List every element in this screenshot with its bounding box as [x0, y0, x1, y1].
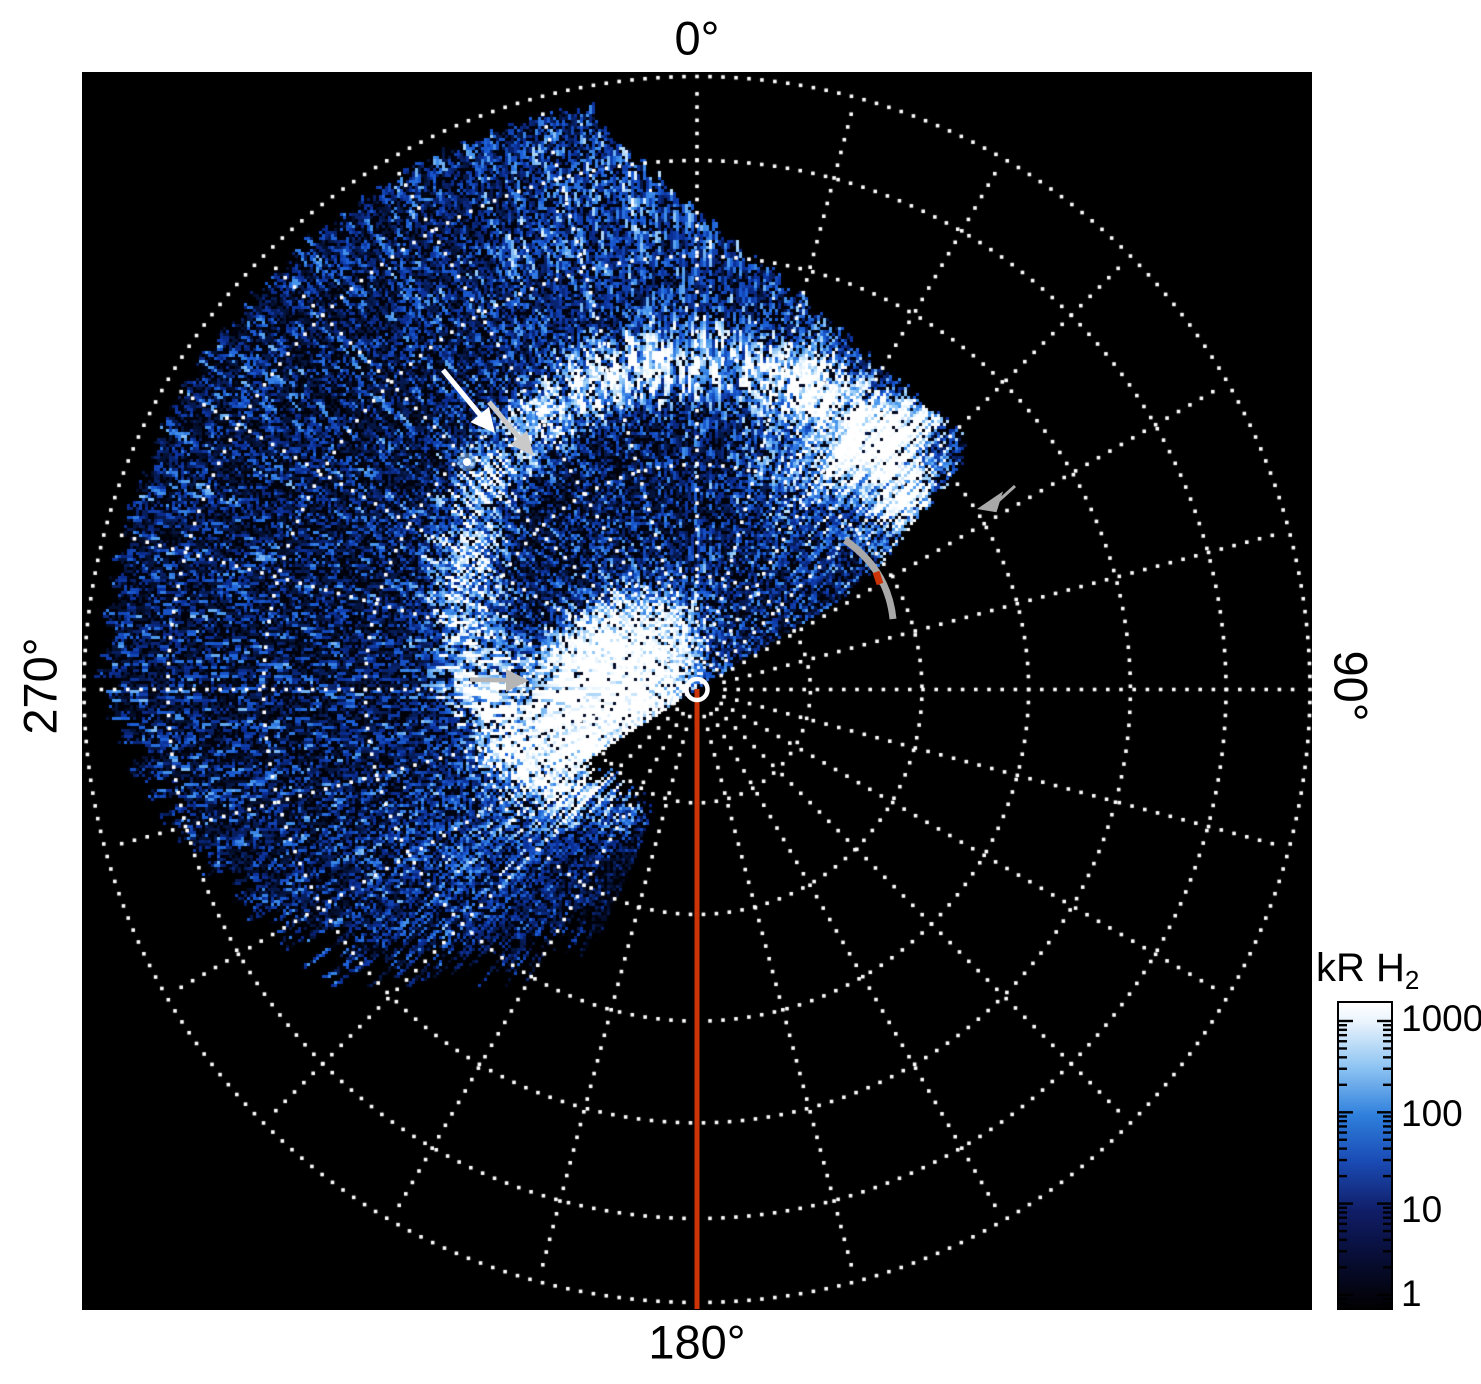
- pole-marker-ring: [684, 676, 710, 703]
- angle-label-270: 270°: [13, 637, 67, 735]
- colorbar-title-subscript: 2: [1404, 965, 1420, 995]
- white-arrow-icon: [441, 368, 495, 433]
- colorbar-title: kR H2: [1316, 946, 1419, 996]
- isolated-spot: [458, 453, 476, 471]
- annotation-layer: [441, 368, 1017, 1309]
- gray-arrow-left-icon: [977, 484, 1017, 513]
- angle-label-180: 180°: [648, 1315, 746, 1369]
- colorbar-tick-1000: 1000: [1401, 998, 1481, 1039]
- red-tick-icon: [872, 570, 884, 586]
- colorbar-tick-100: 100: [1401, 1093, 1463, 1134]
- colorbar-tick-10: 10: [1401, 1189, 1443, 1230]
- gray-arrow-icon: [487, 400, 534, 456]
- angle-label-90: 90°: [1324, 650, 1378, 722]
- angle-label-0: 0°: [674, 11, 720, 65]
- colorbar-title-text: kR H: [1316, 946, 1405, 990]
- gray-reference-arc: [842, 537, 897, 620]
- colorbar-ticks: [1339, 1019, 1391, 1305]
- colorbar-tick-1: 1: [1401, 1273, 1422, 1314]
- colorbar: [1337, 1001, 1393, 1310]
- gray-arrow-right-icon: [469, 669, 529, 692]
- polar-plot-area: [82, 72, 1312, 1310]
